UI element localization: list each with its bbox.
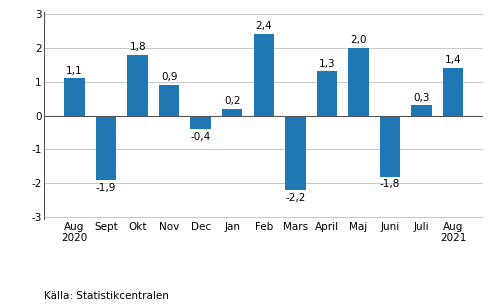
Bar (380, 116, 400, 177)
Bar (348, 48, 369, 116)
Text: -2,2: -2,2 (285, 193, 306, 203)
Bar (222, 109, 243, 116)
Text: -1,8: -1,8 (380, 179, 400, 189)
Bar (159, 85, 179, 116)
Bar (443, 68, 463, 116)
Text: 2,0: 2,0 (350, 35, 367, 45)
Text: -0,4: -0,4 (191, 132, 211, 142)
Bar (96, 116, 116, 180)
Bar (127, 54, 148, 116)
Text: 2,4: 2,4 (255, 22, 272, 32)
Text: 0,3: 0,3 (413, 93, 430, 103)
Text: 1,1: 1,1 (66, 66, 83, 75)
Text: Källa: Statistikcentralen: Källa: Statistikcentralen (44, 291, 169, 301)
Bar (253, 34, 274, 116)
Text: 1,4: 1,4 (445, 55, 461, 65)
Text: 0,9: 0,9 (161, 72, 177, 82)
Bar (64, 78, 85, 116)
Text: -1,9: -1,9 (96, 183, 116, 193)
Bar (411, 105, 432, 116)
Text: 0,2: 0,2 (224, 96, 241, 106)
Text: 1,8: 1,8 (129, 42, 146, 52)
Bar (190, 116, 211, 129)
Text: 1,3: 1,3 (318, 59, 335, 69)
Bar (317, 71, 337, 116)
Bar (285, 116, 306, 190)
